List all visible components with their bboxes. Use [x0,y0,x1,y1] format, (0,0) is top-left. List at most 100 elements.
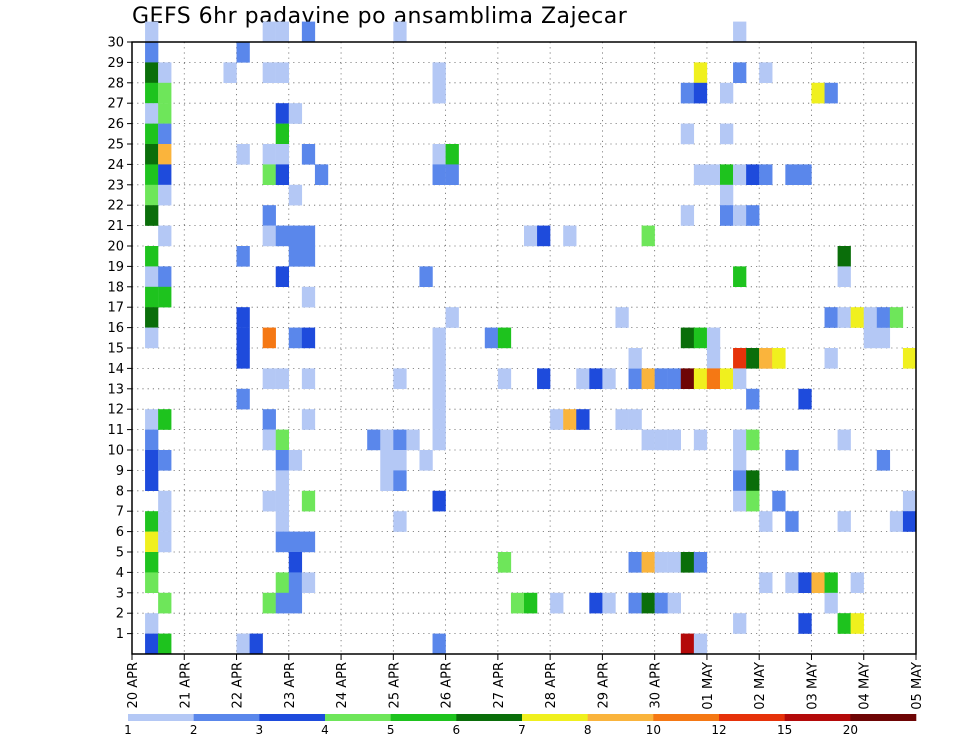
heatmap-cell [236,307,250,328]
heatmap-cell [902,348,917,369]
y-tick-label: 23 [107,178,124,193]
heatmap-cell [275,450,289,471]
heatmap-cell [524,592,538,614]
heatmap-cell [497,327,512,349]
heatmap-cell [602,592,616,614]
heatmap-cell [497,368,512,389]
y-tick-label: 4 [116,566,124,581]
heatmap-cell [275,103,289,124]
y-tick-label: 3 [116,586,124,601]
heatmap-cell [733,429,747,451]
heatmap-cell [641,592,655,614]
heatmap-cell [693,82,708,104]
heatmap-cell [889,307,904,328]
heatmap-cell [158,531,172,553]
heatmap-cell [850,572,864,593]
heatmap-cell [706,164,721,185]
heatmap-cell [824,307,838,328]
heatmap-cell [301,327,316,349]
heatmap-cell [654,368,668,389]
heatmap-cell [733,266,747,287]
heatmap-cell [693,429,708,451]
heatmap-cell [236,633,250,655]
heatmap-cell [497,552,512,573]
heatmap-cell [145,164,159,185]
heatmap-cell [654,429,668,451]
heatmap-cell [432,368,446,389]
y-tick-label: 9 [116,464,124,479]
heatmap-cell [262,327,276,349]
heatmap-cell [432,144,446,165]
heatmap-cell [262,368,276,389]
y-tick-label: 2 [116,607,124,622]
heatmap-cell [576,368,590,389]
heatmap-cell [236,348,250,369]
heatmap-cell [510,592,525,614]
heatmap-cell [445,307,459,328]
heatmap-cell [145,246,159,267]
heatmap-cell [876,450,891,471]
heatmap-cell [785,511,799,532]
y-tick-label: 13 [107,382,124,397]
heatmap-cell [288,592,303,614]
heatmap-cell [145,62,159,83]
heatmap-cell [680,82,695,104]
y-tick-label: 14 [107,362,124,377]
heatmap-cell [759,348,773,369]
y-tick-label: 16 [107,321,124,336]
heatmap-cell [798,164,812,185]
heatmap-cell [602,368,616,389]
heatmap-cell [158,144,172,165]
colorbar-swatch [653,714,720,721]
heatmap-cell [301,246,316,267]
heatmap-cell [158,225,172,247]
heatmap-cell [145,103,159,124]
colorbar-swatch [784,714,851,721]
heatmap-cell [432,82,446,104]
colorbar-label: 3 [256,723,264,737]
x-tick-label: 25 APR [387,662,402,708]
colorbar-swatch [259,714,326,721]
heatmap-cell [746,429,760,451]
heatmap-cell [693,164,708,185]
heatmap-cell [432,164,446,185]
heatmap-cell [223,62,237,83]
heatmap-cell [393,368,407,389]
heatmap-cell [628,409,642,430]
heatmap-cell [720,82,734,104]
y-tick-label: 10 [107,444,124,459]
x-tick-label: 28 APR [544,662,559,708]
heatmap-cell [380,450,394,471]
heatmap-cell [654,592,668,614]
y-tick-label: 11 [107,423,124,438]
heatmap-cell [275,266,289,287]
heatmap-cell [680,327,695,349]
heatmap-cell [145,633,159,655]
heatmap-cell [145,409,159,430]
heatmap-cell [902,511,917,532]
y-tick-label: 26 [107,117,124,132]
heatmap-cell [563,409,577,430]
heatmap-cell [145,82,159,104]
heatmap-cell [537,225,551,247]
heatmap-cell [445,144,459,165]
colorbar-swatch [850,714,917,721]
heatmap-cell [720,164,734,185]
heatmap-cell [158,450,172,471]
heatmap-cell [158,633,172,655]
heatmap-cell [380,429,394,451]
x-tick-label: 01 MAY [701,662,716,710]
heatmap-cell [393,470,407,491]
heatmap-cell [837,613,851,634]
heatmap-cell [419,266,433,287]
colorbar-swatch [587,714,654,721]
heatmap-cell [145,307,159,328]
x-tick-label: 05 MAY [910,662,925,710]
x-tick-label: 23 APR [283,662,298,708]
heatmap-cell [262,205,276,226]
heatmap-cell [275,164,289,185]
heatmap-cell [301,225,316,247]
y-tick-label: 30 [107,36,124,51]
heatmap-cell [288,531,303,553]
y-tick-label: 29 [107,56,124,71]
